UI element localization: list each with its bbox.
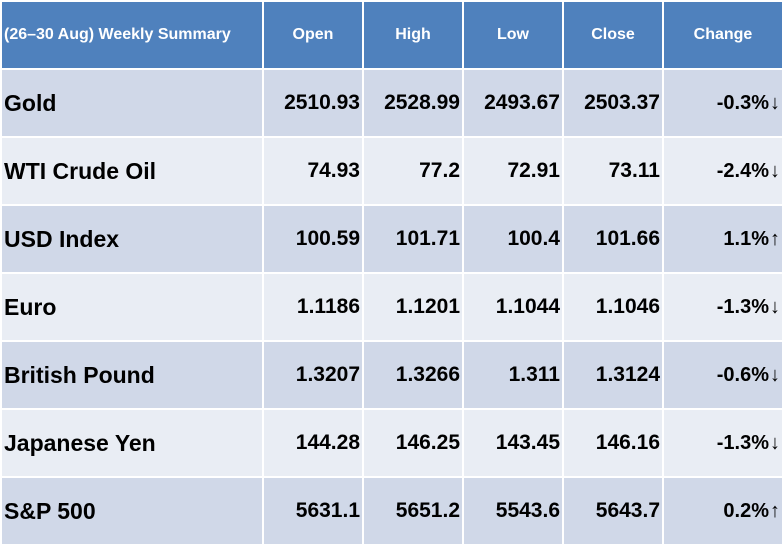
- arrow-down-icon: ↓: [770, 91, 780, 114]
- change-cell: -0.3%↓: [662, 68, 782, 138]
- high-value: 5651.2: [362, 476, 464, 546]
- change-cell: -1.3%↓: [662, 272, 782, 342]
- asset-name: USD Index: [0, 204, 264, 274]
- header-close: Close: [562, 0, 664, 70]
- arrow-down-icon: ↓: [770, 159, 780, 182]
- change-value: -1.3%: [716, 295, 769, 318]
- header-period: (26–30 Aug) Weekly Summary: [0, 0, 264, 70]
- arrow-up-icon: ↑: [770, 227, 780, 250]
- change-value: 0.2%: [723, 499, 769, 522]
- asset-name: Japanese Yen: [0, 408, 264, 478]
- asset-name: S&P 500: [0, 476, 264, 546]
- change-value: -0.6%: [716, 363, 769, 386]
- asset-name: Euro: [0, 272, 264, 342]
- change-cell: -1.3%↓: [662, 408, 782, 478]
- high-value: 101.71: [362, 204, 464, 274]
- table-row: USD Index 100.59 101.71 100.4 101.66 1.1…: [0, 204, 782, 274]
- open-value: 100.59: [262, 204, 364, 274]
- change-cell: -0.6%↓: [662, 340, 782, 410]
- asset-name: Gold: [0, 68, 264, 138]
- table-row: Euro 1.1186 1.1201 1.1044 1.1046 -1.3%↓: [0, 272, 782, 342]
- arrow-up-icon: ↑: [770, 499, 780, 522]
- close-value: 5643.7: [562, 476, 664, 546]
- high-value: 2528.99: [362, 68, 464, 138]
- change-value: -2.4%: [716, 159, 769, 182]
- low-value: 100.4: [462, 204, 564, 274]
- close-value: 2503.37: [562, 68, 664, 138]
- close-value: 73.11: [562, 136, 664, 206]
- table-row: S&P 500 5631.1 5651.2 5543.6 5643.7 0.2%…: [0, 476, 782, 546]
- low-value: 1.311: [462, 340, 564, 410]
- header-high: High: [362, 0, 464, 70]
- header-open: Open: [262, 0, 364, 70]
- asset-name: British Pound: [0, 340, 264, 410]
- high-value: 1.1201: [362, 272, 464, 342]
- change-value: 1.1%: [723, 227, 769, 250]
- arrow-down-icon: ↓: [770, 431, 780, 454]
- open-value: 144.28: [262, 408, 364, 478]
- arrow-down-icon: ↓: [770, 295, 780, 318]
- change-cell: 1.1%↑: [662, 204, 782, 274]
- table-row: Gold 2510.93 2528.99 2493.67 2503.37 -0.…: [0, 68, 782, 138]
- change-value: -0.3%: [716, 91, 769, 114]
- open-value: 1.3207: [262, 340, 364, 410]
- table-row: WTI Crude Oil 74.93 77.2 72.91 73.11 -2.…: [0, 136, 782, 206]
- open-value: 1.1186: [262, 272, 364, 342]
- header-row: (26–30 Aug) Weekly Summary Open High Low…: [0, 0, 782, 70]
- table-row: Japanese Yen 144.28 146.25 143.45 146.16…: [0, 408, 782, 478]
- change-value: -1.3%: [716, 431, 769, 454]
- open-value: 74.93: [262, 136, 364, 206]
- table-row: British Pound 1.3207 1.3266 1.311 1.3124…: [0, 340, 782, 410]
- close-value: 146.16: [562, 408, 664, 478]
- low-value: 1.1044: [462, 272, 564, 342]
- header-change: Change: [662, 0, 782, 70]
- low-value: 143.45: [462, 408, 564, 478]
- arrow-down-icon: ↓: [770, 363, 780, 386]
- open-value: 2510.93: [262, 68, 364, 138]
- high-value: 77.2: [362, 136, 464, 206]
- header-low: Low: [462, 0, 564, 70]
- close-value: 101.66: [562, 204, 664, 274]
- open-value: 5631.1: [262, 476, 364, 546]
- change-cell: 0.2%↑: [662, 476, 782, 546]
- low-value: 5543.6: [462, 476, 564, 546]
- close-value: 1.1046: [562, 272, 664, 342]
- change-cell: -2.4%↓: [662, 136, 782, 206]
- high-value: 1.3266: [362, 340, 464, 410]
- low-value: 2493.67: [462, 68, 564, 138]
- high-value: 146.25: [362, 408, 464, 478]
- asset-name: WTI Crude Oil: [0, 136, 264, 206]
- low-value: 72.91: [462, 136, 564, 206]
- close-value: 1.3124: [562, 340, 664, 410]
